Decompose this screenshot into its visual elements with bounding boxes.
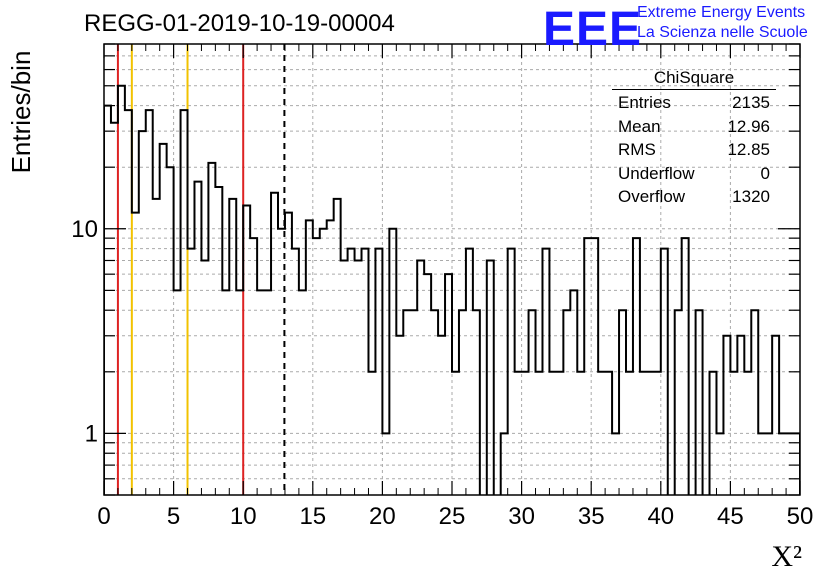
axis-ticks: 0 5 10 15 20 25 30 35 40 45 50 1 10	[71, 43, 814, 530]
marker-lines	[116, 44, 286, 495]
stats-row: Underflow 0	[612, 164, 776, 188]
logo-line-2: La Scienza nelle Scuole	[637, 24, 808, 41]
x-tick-label: 20	[369, 503, 396, 530]
stats-label: Overflow	[618, 187, 686, 206]
stats-label: RMS	[618, 140, 656, 159]
stats-box: ChiSquare Entries 2135 Mean 12.96 RMS 12.85…	[612, 68, 776, 211]
histogram-outline	[104, 84, 800, 495]
x-tick-label: 25	[439, 503, 466, 530]
stats-value: 2135	[732, 93, 770, 112]
x-tick-label: 40	[647, 503, 674, 530]
x-tick-label: 5	[167, 503, 180, 530]
eee-logo: EEE	[543, 3, 643, 56]
x-tick-label: 45	[717, 503, 744, 530]
chart-title: REGG-01-2019-10-19-00004	[84, 10, 395, 37]
stats-label: Mean	[618, 116, 661, 136]
stats-row: Overflow 1320	[612, 187, 776, 211]
stats-value: 0	[760, 163, 770, 183]
logo-line-1: Extreme Energy Events	[637, 4, 806, 21]
stats-row: Mean 12.96	[612, 117, 776, 141]
x-tick-label: 50	[787, 503, 814, 530]
stats-label: Entries	[618, 93, 671, 112]
x-tick-label: 30	[508, 503, 535, 530]
y-tick-label: 10	[71, 216, 98, 243]
x-tick-label: 10	[230, 503, 257, 530]
stats-title: ChiSquare	[612, 68, 776, 90]
stats-value: 12.96	[727, 116, 770, 136]
stats-label: Underflow	[618, 163, 695, 183]
x-tick-label: 0	[97, 503, 110, 530]
y-axis-label: Entries/bin	[6, 51, 36, 174]
y-tick-label: 1	[85, 420, 98, 447]
x-tick-label: 35	[578, 503, 605, 530]
x-axis-label: X²	[771, 540, 802, 572]
stats-row: RMS 12.85	[612, 140, 776, 164]
x-tick-label: 15	[299, 503, 326, 530]
stats-value: 1320	[732, 187, 770, 206]
stats-value: 12.85	[727, 140, 770, 159]
stats-row: Entries 2135	[612, 93, 776, 117]
